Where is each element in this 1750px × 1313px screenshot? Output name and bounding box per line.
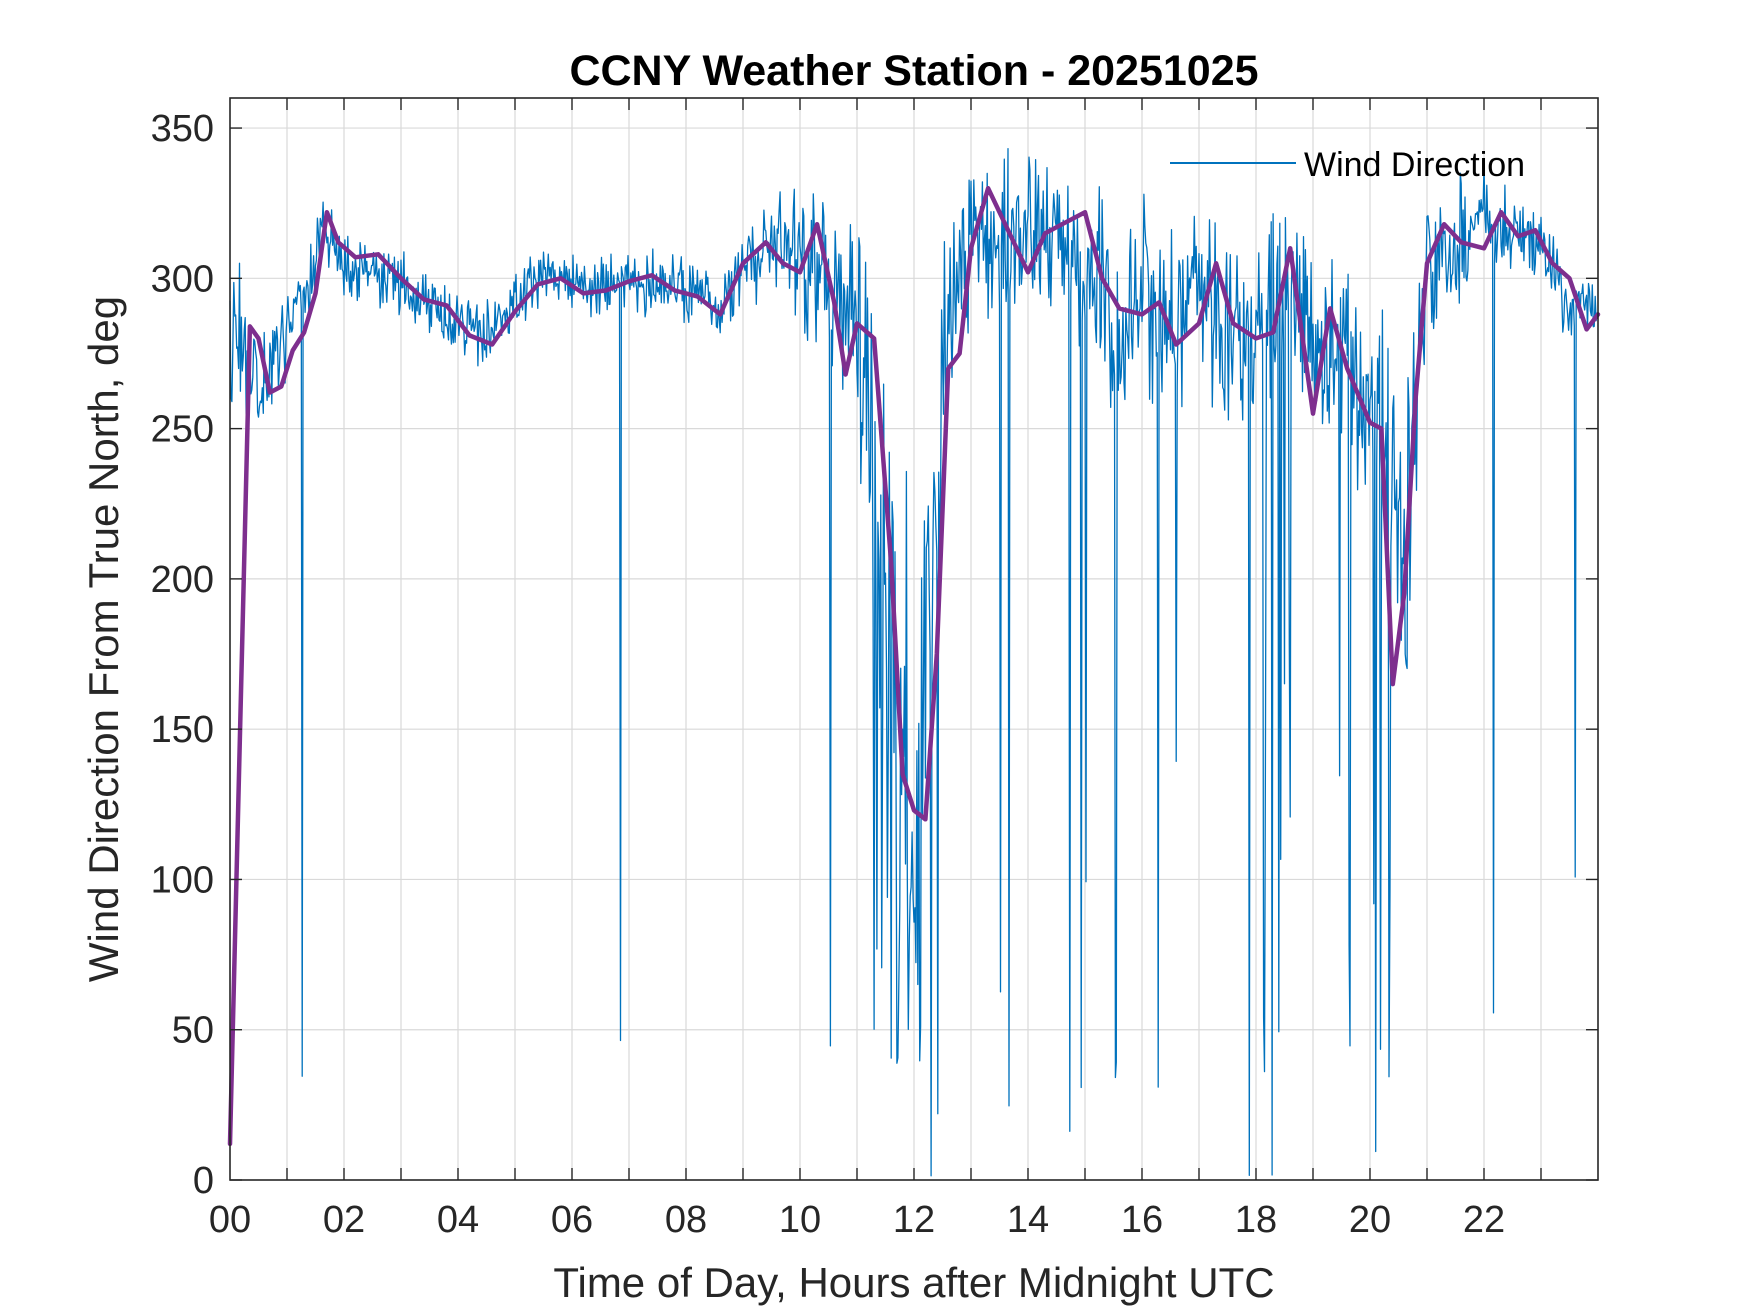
y-tick-label: 50 <box>172 1010 214 1052</box>
x-tick-label: 20 <box>1349 1199 1391 1241</box>
series-line-wind-direction <box>229 148 1598 1177</box>
x-tick-label: 08 <box>665 1199 707 1241</box>
x-tick-labels: 00 02 04 06 08 10 12 14 16 18 20 22 <box>209 1199 1505 1241</box>
chart-title: CCNY Weather Station - 20251025 <box>569 47 1258 95</box>
x-tick-label: 02 <box>323 1199 365 1241</box>
y-axis-label: Wind Direction From True North, deg <box>80 296 127 982</box>
y-tick-labels: 0 50 100 150 200 250 300 350 <box>151 108 214 1202</box>
x-tick-label: 14 <box>1007 1199 1049 1241</box>
y-tick-label: 300 <box>151 258 214 300</box>
y-tick-label: 200 <box>151 559 214 601</box>
y-tick-label: 350 <box>151 108 214 150</box>
x-tick-label: 04 <box>437 1199 479 1241</box>
y-tick-label: 250 <box>151 409 214 451</box>
tick-marks <box>230 98 1598 1181</box>
x-tick-label: 16 <box>1121 1199 1163 1241</box>
x-tick-label: 06 <box>551 1199 593 1241</box>
plot-series <box>227 148 1601 1177</box>
x-tick-label: 18 <box>1235 1199 1277 1241</box>
y-tick-label: 0 <box>193 1160 214 1202</box>
y-tick-label: 150 <box>151 709 214 751</box>
x-tick-label: 00 <box>209 1199 251 1241</box>
y-tick-label: 100 <box>151 859 214 901</box>
x-tick-label: 10 <box>779 1199 821 1241</box>
x-tick-label: 12 <box>893 1199 935 1241</box>
legend-label-wind-direction: Wind Direction <box>1304 146 1525 184</box>
series-line-wind-direction-smoothed <box>227 185 1601 1147</box>
legend: Wind Direction <box>1170 146 1525 184</box>
x-axis-label: Time of Day, Hours after Midnight UTC <box>553 1259 1274 1306</box>
x-tick-label: 22 <box>1463 1199 1505 1241</box>
